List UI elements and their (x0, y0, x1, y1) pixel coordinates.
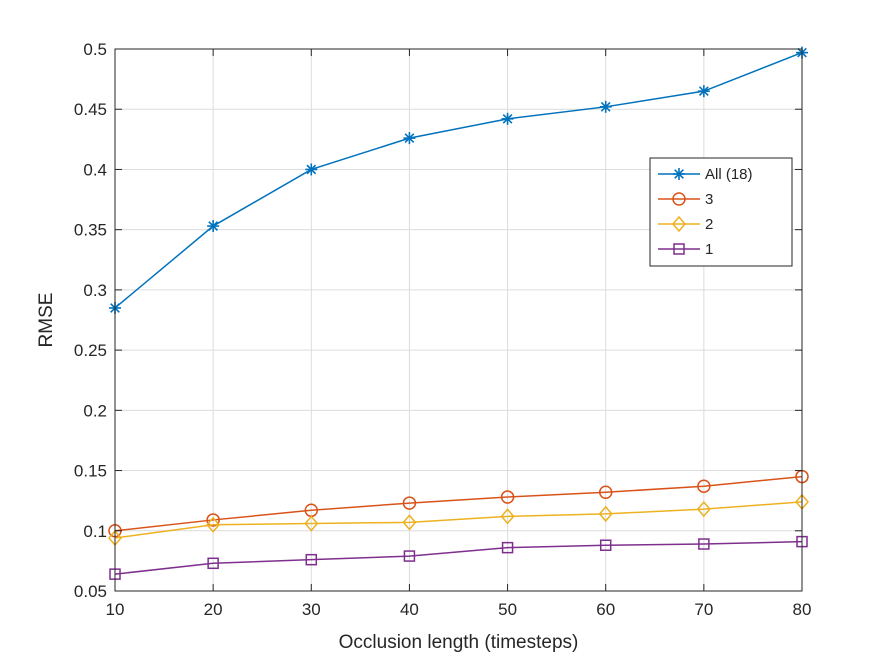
data-point (598, 505, 613, 523)
marker-stroke (674, 169, 684, 179)
data-point (501, 541, 514, 554)
legend-label: All (18) (705, 166, 753, 183)
marker-stroke (404, 133, 415, 144)
circle-marker (402, 496, 417, 510)
marker-stroke (502, 113, 513, 124)
square-marker (698, 538, 710, 550)
legend: All (18) 3 2 1 (649, 157, 793, 267)
data-point (403, 550, 416, 562)
data-point (697, 85, 710, 98)
data-point (403, 132, 416, 145)
data-point (206, 513, 220, 527)
x-tick-label: 60 (596, 600, 615, 619)
data-point (402, 496, 417, 510)
square-marker (207, 557, 219, 570)
y-tick-label: 0.3 (83, 281, 107, 300)
asterisk-marker (673, 168, 685, 180)
data-point (599, 100, 612, 113)
data-point (304, 515, 319, 532)
data-point (500, 508, 515, 525)
square-marker (305, 553, 318, 566)
circle-marker (697, 479, 711, 493)
asterisk-marker (501, 112, 514, 125)
y-tick-label: 0.05 (74, 582, 107, 601)
y-tick-label: 0.5 (83, 40, 107, 59)
legend-entry: 3 (658, 191, 713, 208)
marker-stroke (208, 221, 219, 231)
legend-entry: 1 (658, 241, 713, 258)
x-tick-label: 70 (694, 600, 713, 619)
square-marker (403, 550, 416, 562)
data-point (402, 514, 417, 531)
x-tick-label: 30 (302, 600, 321, 619)
data-point (697, 479, 711, 493)
asterisk-marker (305, 163, 318, 176)
data-point (500, 490, 515, 504)
diamond-marker (598, 505, 613, 523)
circle-marker (672, 192, 686, 206)
data-point (207, 557, 219, 570)
circle-marker (598, 485, 613, 499)
y-tick-label: 0.4 (83, 160, 107, 179)
y-tick-label: 0.25 (74, 341, 107, 360)
marker-stroke (306, 164, 317, 175)
square-marker (599, 539, 612, 551)
y-axis-label: RMSE (36, 293, 57, 348)
y-tick-label: 0.35 (74, 221, 107, 240)
diamond-marker (500, 508, 515, 525)
legend-label: 1 (705, 241, 713, 258)
y-tick-label: 0.45 (74, 100, 107, 119)
x-tick-label: 40 (400, 600, 419, 619)
data-point (206, 516, 221, 533)
diamond-marker (304, 515, 319, 532)
data-point (598, 485, 613, 499)
series-group (108, 46, 809, 580)
y-tick-label: 0.2 (83, 401, 107, 420)
asterisk-marker (403, 132, 416, 145)
legend-label: 3 (705, 191, 713, 208)
diamond-marker (402, 514, 417, 531)
diamond-marker (696, 500, 711, 518)
x-tick-label: 20 (204, 600, 223, 619)
legend-label: 2 (705, 216, 713, 233)
x-tick-label: 80 (793, 600, 812, 619)
data-point (599, 539, 612, 551)
square-marker (673, 243, 685, 255)
y-tick-label: 0.1 (83, 522, 107, 541)
marker-stroke (600, 101, 611, 112)
data-point (698, 538, 710, 550)
asterisk-marker (207, 220, 220, 233)
legend-entry: All (18) (658, 166, 753, 183)
circle-marker (206, 513, 220, 527)
x-axis-label: Occlusion length (timesteps) (339, 632, 579, 653)
x-tick-label: 50 (498, 600, 517, 619)
series-line (114, 475, 803, 532)
legend-entry: 2 (658, 215, 713, 233)
circle-marker (500, 490, 515, 504)
diamond-marker (672, 215, 686, 233)
data-point (696, 500, 711, 518)
series-line (114, 51, 803, 309)
x-tick-label: 10 (106, 600, 125, 619)
axes-frame (114, 48, 803, 592)
data-point (501, 112, 514, 125)
marker-stroke (698, 86, 709, 97)
y-tick-label: 0.15 (74, 462, 107, 481)
square-marker (501, 541, 514, 554)
axis-ticks: 10 20 30 40 50 60 70 80 0.05 0.1 0.15 0.2 0.25 0.3 0.3… (74, 40, 812, 619)
data-point (305, 553, 318, 566)
data-point (305, 163, 318, 176)
data-point (207, 220, 220, 233)
series-4 (109, 535, 808, 580)
asterisk-marker (697, 85, 710, 98)
asterisk-marker (599, 100, 612, 113)
diamond-marker (206, 516, 221, 533)
series-2 (108, 469, 809, 538)
series-line (114, 540, 803, 575)
series-line (114, 501, 803, 539)
